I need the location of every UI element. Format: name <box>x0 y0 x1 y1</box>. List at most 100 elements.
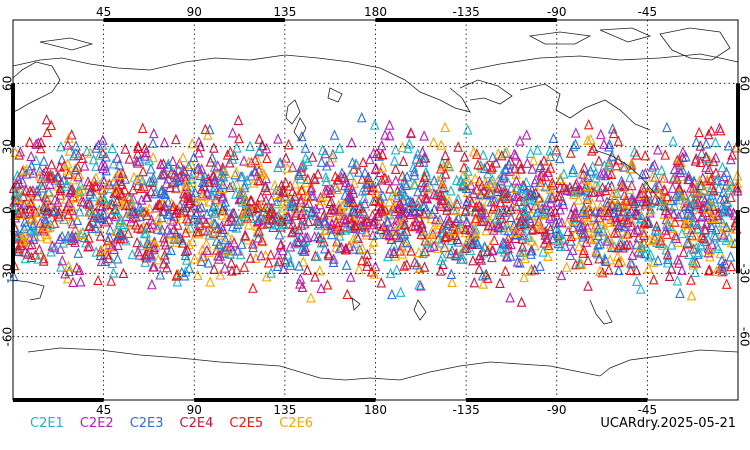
observation-marker-c2e3 <box>38 155 49 166</box>
observation-marker-c2e1 <box>78 226 88 238</box>
observation-marker-c2e2 <box>33 137 44 148</box>
observation-marker-c2e4 <box>391 228 401 240</box>
observation-marker-c2e3 <box>148 137 158 148</box>
observation-marker-c2e6 <box>561 261 572 272</box>
observation-marker-c2e1 <box>523 231 534 242</box>
observation-marker-c2e2 <box>417 146 428 157</box>
observation-marker-c2e4 <box>570 180 581 191</box>
observation-marker-c2e6 <box>582 197 593 209</box>
observation-marker-c2e3 <box>595 238 605 249</box>
observation-marker-c2e3 <box>718 265 729 276</box>
observation-marker-c2e2 <box>148 243 159 255</box>
observation-marker-c2e6 <box>519 271 529 283</box>
observation-marker-c2e5 <box>294 224 304 235</box>
observation-marker-c2e6 <box>436 139 447 150</box>
observation-marker-c2e2 <box>409 207 420 218</box>
observation-marker-c2e3 <box>313 231 324 242</box>
observation-marker-c2e5 <box>72 161 83 173</box>
observation-marker-c2e5 <box>362 255 372 267</box>
observation-marker-c2e1 <box>395 286 406 297</box>
coastline-path <box>27 347 739 381</box>
observation-marker-c2e2 <box>595 128 606 140</box>
observation-marker-c2e5 <box>30 206 41 217</box>
observation-marker-c2e6 <box>306 292 316 303</box>
frame-bars <box>11 18 740 402</box>
observation-marker-c2e2 <box>556 216 567 228</box>
observation-marker-c2e3 <box>607 123 618 134</box>
observation-marker-c2e3 <box>341 259 352 270</box>
observation-marker-c2e4 <box>209 263 219 274</box>
observation-marker-c2e6 <box>470 215 481 226</box>
observation-marker-c2e6 <box>204 196 215 207</box>
observation-marker-c2e4 <box>95 230 106 241</box>
observation-marker-c2e2 <box>302 231 313 243</box>
coastline-path <box>12 279 45 301</box>
observation-marker-c2e2 <box>431 213 441 225</box>
observation-marker-c2e4 <box>650 194 660 205</box>
observation-marker-c2e1 <box>453 193 463 204</box>
observation-marker-c2e1 <box>97 139 108 150</box>
observation-marker-c2e1 <box>625 171 635 183</box>
observation-marker-c2e5 <box>565 147 576 158</box>
observation-marker-c2e2 <box>240 229 250 241</box>
observation-marker-c2e3 <box>156 169 167 180</box>
observation-marker-c2e5 <box>59 160 70 171</box>
observation-marker-c2e4 <box>579 162 590 173</box>
observation-marker-c2e6 <box>480 176 491 187</box>
observation-marker-c2e5 <box>285 180 295 191</box>
observation-marker-c2e1 <box>713 242 724 254</box>
observation-marker-c2e6 <box>64 145 75 156</box>
observation-marker-c2e2 <box>75 276 86 287</box>
observation-marker-c2e6 <box>470 172 481 184</box>
observation-marker-c2e2 <box>517 229 528 240</box>
observation-marker-c2e1 <box>62 178 72 189</box>
observation-marker-c2e1 <box>194 217 204 228</box>
observation-marker-c2e4 <box>506 211 516 223</box>
observation-marker-c2e6 <box>688 259 699 270</box>
observation-marker-c2e2 <box>488 224 499 235</box>
observation-marker-c2e4 <box>677 151 688 163</box>
observation-marker-c2e3 <box>202 186 213 197</box>
observation-marker-c2e4 <box>417 176 428 187</box>
observation-marker-c2e4 <box>514 220 524 231</box>
observation-marker-c2e1 <box>538 246 549 257</box>
observation-marker-c2e6 <box>443 159 454 171</box>
observation-marker-c2e5 <box>38 252 49 264</box>
observation-marker-c2e6 <box>570 228 581 240</box>
observation-marker-c2e6 <box>601 205 611 216</box>
observation-marker-c2e6 <box>178 151 188 163</box>
observation-marker-c2e3 <box>487 151 498 162</box>
observation-marker-c2e6 <box>510 182 521 193</box>
observation-marker-c2e4 <box>203 176 214 187</box>
observation-marker-c2e6 <box>259 168 269 179</box>
observation-marker-c2e4 <box>637 182 648 193</box>
observation-marker-c2e2 <box>295 278 305 289</box>
observation-marker-c2e4 <box>172 204 182 215</box>
observation-marker-c2e6 <box>394 219 405 230</box>
observation-marker-c2e1 <box>724 184 735 195</box>
observation-marker-c2e3 <box>613 264 624 276</box>
observation-marker-c2e4 <box>618 242 628 253</box>
observation-marker-c2e2 <box>368 229 378 240</box>
observation-marker-c2e5 <box>459 161 469 173</box>
observation-marker-c2e1 <box>237 196 248 207</box>
observation-marker-c2e4 <box>613 154 624 165</box>
observation-marker-c2e6 <box>555 172 566 184</box>
observation-marker-c2e2 <box>505 292 515 303</box>
observation-marker-c2e6 <box>399 237 410 248</box>
observation-marker-c2e2 <box>395 208 405 219</box>
observation-marker-c2e6 <box>367 243 377 255</box>
observation-marker-c2e6 <box>290 178 300 189</box>
observation-marker-c2e3 <box>670 190 681 202</box>
observation-marker-c2e3 <box>504 190 514 201</box>
observation-marker-c2e2 <box>148 127 159 139</box>
observation-marker-c2e3 <box>470 206 481 217</box>
observation-marker-c2e2 <box>63 196 74 208</box>
observation-marker-c2e1 <box>669 171 680 183</box>
observation-marker-c2e3 <box>504 159 515 170</box>
lat-tick-label-left: -30 <box>1 264 15 284</box>
observation-marker-c2e6 <box>244 156 254 167</box>
observation-marker-c2e6 <box>384 196 395 207</box>
lon-tick-label-top: -135 <box>453 5 480 19</box>
observation-marker-c2e6 <box>190 194 200 206</box>
